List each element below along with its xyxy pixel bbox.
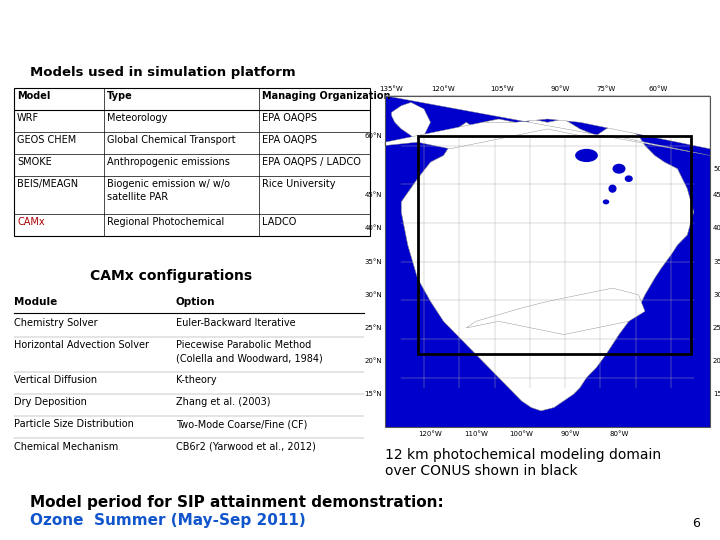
Text: Particle Size Distribution: Particle Size Distribution (14, 420, 134, 429)
Text: Vertical Diffusion: Vertical Diffusion (14, 375, 97, 385)
Text: 90°W: 90°W (561, 431, 580, 437)
Text: 6: 6 (692, 517, 700, 530)
Text: 40°N: 40°N (364, 225, 382, 232)
Text: Piecewise Parabolic Method: Piecewise Parabolic Method (176, 340, 311, 350)
Text: Module: Module (14, 297, 58, 307)
Text: 15°N: 15°N (713, 392, 720, 397)
Text: Meteorology: Meteorology (107, 113, 167, 123)
Text: 40°N: 40°N (713, 225, 720, 232)
Text: 35°N: 35°N (364, 259, 382, 265)
Text: 45°N: 45°N (713, 192, 720, 198)
Polygon shape (385, 96, 710, 156)
Text: Model: Model (17, 91, 50, 101)
Text: Two-Mode Coarse/Fine (CF): Two-Mode Coarse/Fine (CF) (176, 420, 307, 429)
Text: Ozone  Summer (May-Sep 2011): Ozone Summer (May-Sep 2011) (30, 513, 306, 528)
Text: 105°W: 105°W (490, 86, 514, 92)
Text: Chemical Mechanism: Chemical Mechanism (14, 442, 118, 451)
Text: CAMx configurations: CAMx configurations (90, 268, 252, 282)
Text: EPA OAQPS / LADCO: EPA OAQPS / LADCO (262, 157, 361, 167)
Text: 60°W: 60°W (648, 86, 667, 92)
Text: 120°W: 120°W (431, 86, 455, 92)
Text: 30°N: 30°N (713, 292, 720, 298)
Text: 25°N: 25°N (364, 325, 382, 331)
Text: CAMx: CAMx (17, 218, 45, 227)
Text: WRF: WRF (17, 113, 39, 123)
Text: (Colella and Woodward, 1984): (Colella and Woodward, 1984) (176, 353, 323, 363)
Text: satellite PAR: satellite PAR (107, 192, 168, 202)
Text: Zhang et al. (2003): Zhang et al. (2003) (176, 397, 271, 407)
Bar (385, 96, 710, 428)
Text: Rice University: Rice University (262, 179, 336, 189)
Text: BEIS/MEAGN: BEIS/MEAGN (17, 179, 78, 189)
Text: Option: Option (176, 297, 215, 307)
Polygon shape (392, 103, 431, 142)
Ellipse shape (603, 199, 609, 204)
Text: 90°W: 90°W (551, 86, 570, 92)
Text: Euler-Backward Iterative: Euler-Backward Iterative (176, 318, 296, 328)
Text: LADCO: LADCO (262, 218, 297, 227)
Bar (385, 96, 710, 428)
Text: Chemistry Solver: Chemistry Solver (14, 318, 98, 328)
Text: 25°N: 25°N (713, 325, 720, 331)
Text: 45°N: 45°N (364, 192, 382, 198)
Text: WRF-BEIS/MEGAN-CAMx simulation platform: WRF-BEIS/MEGAN-CAMx simulation platform (13, 10, 707, 38)
Text: 12 km photochemical modeling domain: 12 km photochemical modeling domain (385, 448, 661, 462)
Text: SMOKE: SMOKE (17, 157, 52, 167)
Text: 80°W: 80°W (609, 431, 629, 437)
Text: Horizontal Advection Solver: Horizontal Advection Solver (14, 340, 149, 350)
Text: 30°N: 30°N (364, 292, 382, 298)
Text: 50°N: 50°N (713, 166, 720, 172)
Text: Model period for SIP attainment demonstration:: Model period for SIP attainment demonstr… (30, 495, 444, 510)
Text: 100°W: 100°W (510, 431, 534, 437)
Text: 120°W: 120°W (418, 431, 442, 437)
Text: Regional Photochemical: Regional Photochemical (107, 218, 224, 227)
Text: 75°W: 75°W (596, 86, 616, 92)
Text: 20°N: 20°N (713, 358, 720, 364)
Bar (14, 87, 370, 237)
Text: 135°W: 135°W (379, 86, 403, 92)
Text: 110°W: 110°W (464, 431, 488, 437)
Text: Dry Deposition: Dry Deposition (14, 397, 87, 407)
Text: 20°N: 20°N (364, 358, 382, 364)
Text: Type: Type (107, 91, 132, 101)
Text: EPA OAQPS: EPA OAQPS (262, 135, 317, 145)
Text: 60°N: 60°N (364, 132, 382, 139)
Text: over CONUS shown in black: over CONUS shown in black (385, 464, 577, 477)
Text: Global Chemical Transport: Global Chemical Transport (107, 135, 235, 145)
Text: GEOS CHEM: GEOS CHEM (17, 135, 76, 145)
Ellipse shape (625, 176, 633, 182)
Text: CB6r2 (Yarwood et al., 2012): CB6r2 (Yarwood et al., 2012) (176, 442, 316, 451)
Bar (418, 136, 690, 354)
Ellipse shape (613, 164, 626, 174)
Text: 35°N: 35°N (713, 259, 720, 265)
Ellipse shape (608, 185, 616, 193)
Text: Biogenic emission w/ w/o: Biogenic emission w/ w/o (107, 179, 230, 189)
Polygon shape (467, 288, 645, 335)
Text: Managing Organization: Managing Organization (262, 91, 390, 101)
Text: 15°N: 15°N (364, 392, 382, 397)
Text: EPA OAQPS: EPA OAQPS (262, 113, 317, 123)
Polygon shape (401, 119, 694, 411)
Text: K-theory: K-theory (176, 375, 217, 385)
Text: Anthropogenic emissions: Anthropogenic emissions (107, 157, 230, 167)
Ellipse shape (575, 149, 598, 162)
Text: Models used in simulation platform: Models used in simulation platform (30, 66, 296, 79)
